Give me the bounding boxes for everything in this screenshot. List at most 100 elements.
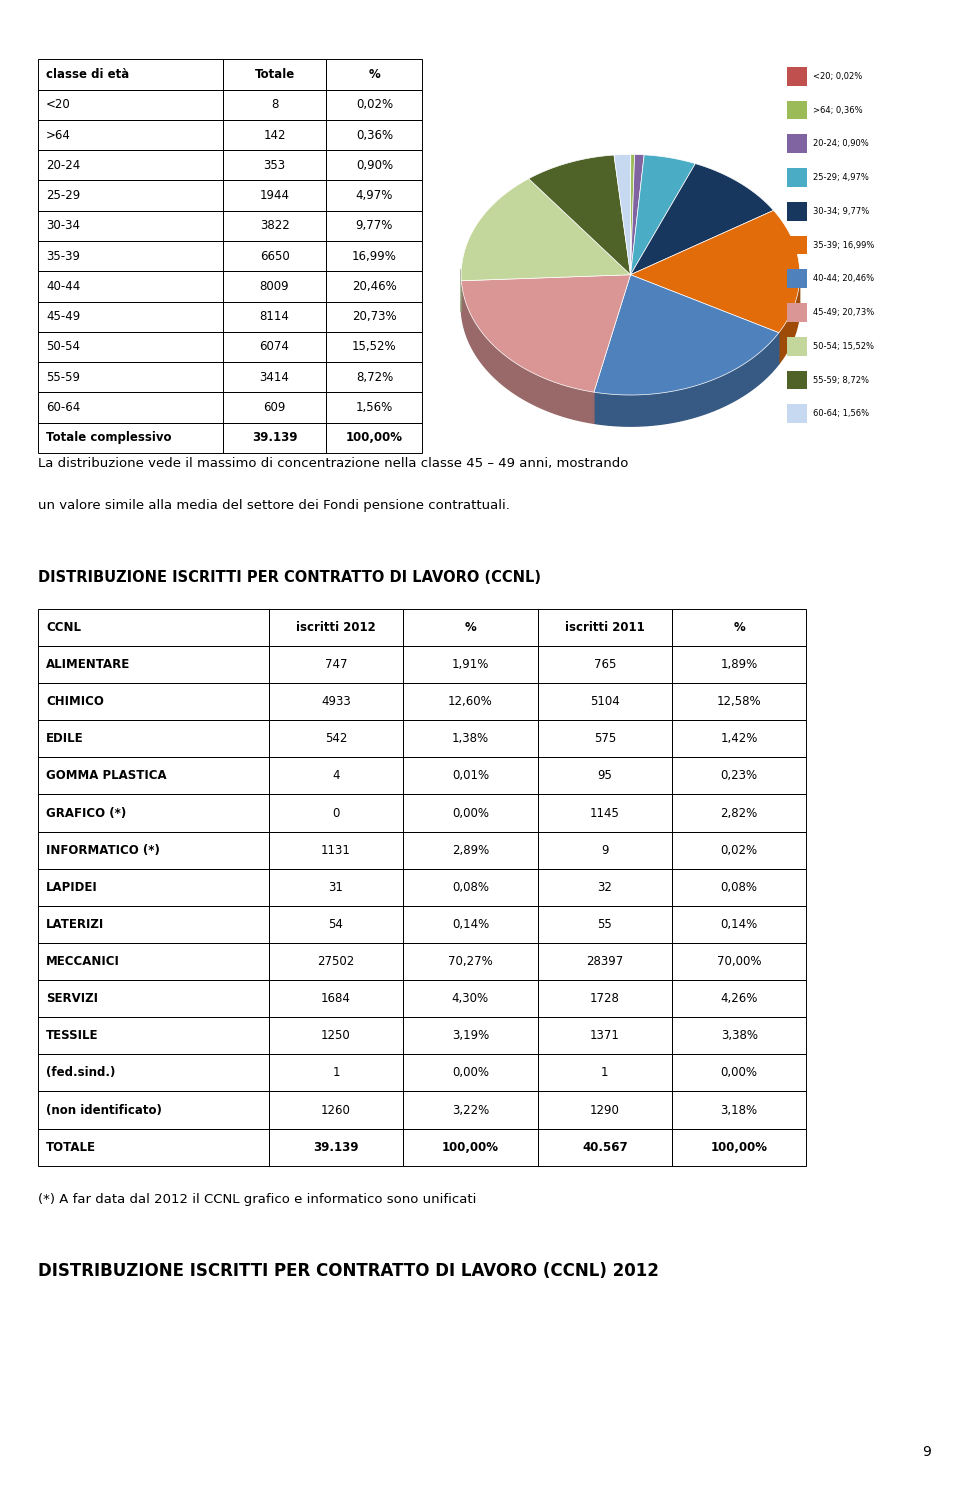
Text: 5104: 5104 xyxy=(590,695,619,708)
Bar xyxy=(326,120,422,150)
Bar xyxy=(538,757,672,794)
Bar xyxy=(403,1017,538,1054)
Bar xyxy=(38,609,269,646)
Polygon shape xyxy=(631,154,644,275)
Text: 142: 142 xyxy=(263,129,286,141)
Text: 1: 1 xyxy=(332,1066,340,1080)
Bar xyxy=(38,423,223,453)
Text: 4,26%: 4,26% xyxy=(721,992,757,1005)
Text: 9,77%: 9,77% xyxy=(356,220,393,232)
Text: MECCANICI: MECCANICI xyxy=(46,955,120,968)
Text: 1728: 1728 xyxy=(589,992,620,1005)
Bar xyxy=(38,241,223,272)
Text: 40.567: 40.567 xyxy=(582,1140,628,1154)
Bar xyxy=(787,303,806,322)
Bar xyxy=(269,646,403,683)
Text: 1,56%: 1,56% xyxy=(356,401,393,414)
Bar xyxy=(38,1017,269,1054)
Bar xyxy=(269,683,403,720)
Bar xyxy=(672,720,806,757)
Bar xyxy=(672,1129,806,1166)
Text: 55: 55 xyxy=(597,918,612,931)
Text: 4933: 4933 xyxy=(322,695,350,708)
Text: 20-24: 20-24 xyxy=(46,159,81,172)
Text: 4,97%: 4,97% xyxy=(356,189,393,202)
Text: 1371: 1371 xyxy=(589,1029,620,1042)
Bar xyxy=(672,1091,806,1129)
Text: INFORMATICO (*): INFORMATICO (*) xyxy=(46,843,160,857)
Text: 50-54; 15,52%: 50-54; 15,52% xyxy=(813,342,875,350)
Bar xyxy=(223,331,326,362)
Bar xyxy=(38,59,223,89)
Text: 1944: 1944 xyxy=(259,189,290,202)
Text: 100,00%: 100,00% xyxy=(710,1140,768,1154)
Text: TOTALE: TOTALE xyxy=(46,1140,96,1154)
Text: 1290: 1290 xyxy=(589,1103,620,1117)
Bar xyxy=(38,720,269,757)
Text: 9: 9 xyxy=(601,843,609,857)
Text: 1684: 1684 xyxy=(321,992,351,1005)
Text: 1131: 1131 xyxy=(321,843,351,857)
Bar xyxy=(326,181,422,211)
Text: 3,18%: 3,18% xyxy=(721,1103,757,1117)
Text: La distribuzione vede il massimo di concentrazione nella classe 45 – 49 anni, mo: La distribuzione vede il massimo di conc… xyxy=(38,457,629,471)
Bar xyxy=(38,1129,269,1166)
Text: 6650: 6650 xyxy=(260,249,289,263)
Bar xyxy=(672,1054,806,1091)
Bar xyxy=(269,1054,403,1091)
Text: ALIMENTARE: ALIMENTARE xyxy=(46,658,131,671)
Text: 25-29: 25-29 xyxy=(46,189,81,202)
Bar xyxy=(223,241,326,272)
Text: DISTRIBUZIONE ISCRITTI PER CONTRATTO DI LAVORO (CCNL): DISTRIBUZIONE ISCRITTI PER CONTRATTO DI … xyxy=(38,570,541,585)
Text: classe di età: classe di età xyxy=(46,68,130,82)
Bar xyxy=(269,980,403,1017)
Text: 16,99%: 16,99% xyxy=(352,249,396,263)
Bar xyxy=(672,1017,806,1054)
Text: 20-24; 0,90%: 20-24; 0,90% xyxy=(813,140,869,148)
Text: iscritti 2012: iscritti 2012 xyxy=(296,621,376,634)
Bar xyxy=(269,943,403,980)
Bar xyxy=(269,794,403,832)
Text: 0,02%: 0,02% xyxy=(356,98,393,111)
Bar xyxy=(38,150,223,181)
Polygon shape xyxy=(594,333,779,426)
Text: 70,27%: 70,27% xyxy=(448,955,492,968)
Text: <20; 0,02%: <20; 0,02% xyxy=(813,71,863,80)
Text: 20,73%: 20,73% xyxy=(352,310,396,324)
Polygon shape xyxy=(462,275,631,392)
Bar xyxy=(38,1054,269,1091)
Polygon shape xyxy=(631,154,635,275)
Bar xyxy=(787,202,806,221)
Text: 31: 31 xyxy=(328,881,344,894)
Text: 353: 353 xyxy=(263,159,286,172)
Text: 60-64: 60-64 xyxy=(46,401,81,414)
Text: >64; 0,36%: >64; 0,36% xyxy=(813,105,863,114)
Bar xyxy=(403,720,538,757)
Text: 40-44: 40-44 xyxy=(46,281,81,293)
Bar xyxy=(538,906,672,943)
Text: 0,23%: 0,23% xyxy=(721,769,757,783)
Bar xyxy=(38,362,223,392)
Text: 8009: 8009 xyxy=(260,281,289,293)
Bar xyxy=(326,89,422,120)
Text: (non identificato): (non identificato) xyxy=(46,1103,162,1117)
Bar xyxy=(38,757,269,794)
Text: %: % xyxy=(733,621,745,634)
Text: 747: 747 xyxy=(324,658,348,671)
Text: 30-34: 30-34 xyxy=(46,220,80,232)
Bar xyxy=(269,906,403,943)
Text: %: % xyxy=(369,68,380,82)
Bar xyxy=(269,1091,403,1129)
Text: 575: 575 xyxy=(593,732,616,745)
Bar xyxy=(403,1129,538,1166)
Text: 12,58%: 12,58% xyxy=(717,695,761,708)
Text: 100,00%: 100,00% xyxy=(442,1140,499,1154)
Bar xyxy=(326,362,422,392)
Bar xyxy=(38,869,269,906)
Text: 0: 0 xyxy=(332,806,340,820)
Bar xyxy=(672,832,806,869)
Bar xyxy=(538,1054,672,1091)
Text: TESSILE: TESSILE xyxy=(46,1029,99,1042)
Bar xyxy=(269,609,403,646)
Text: 27502: 27502 xyxy=(318,955,354,968)
